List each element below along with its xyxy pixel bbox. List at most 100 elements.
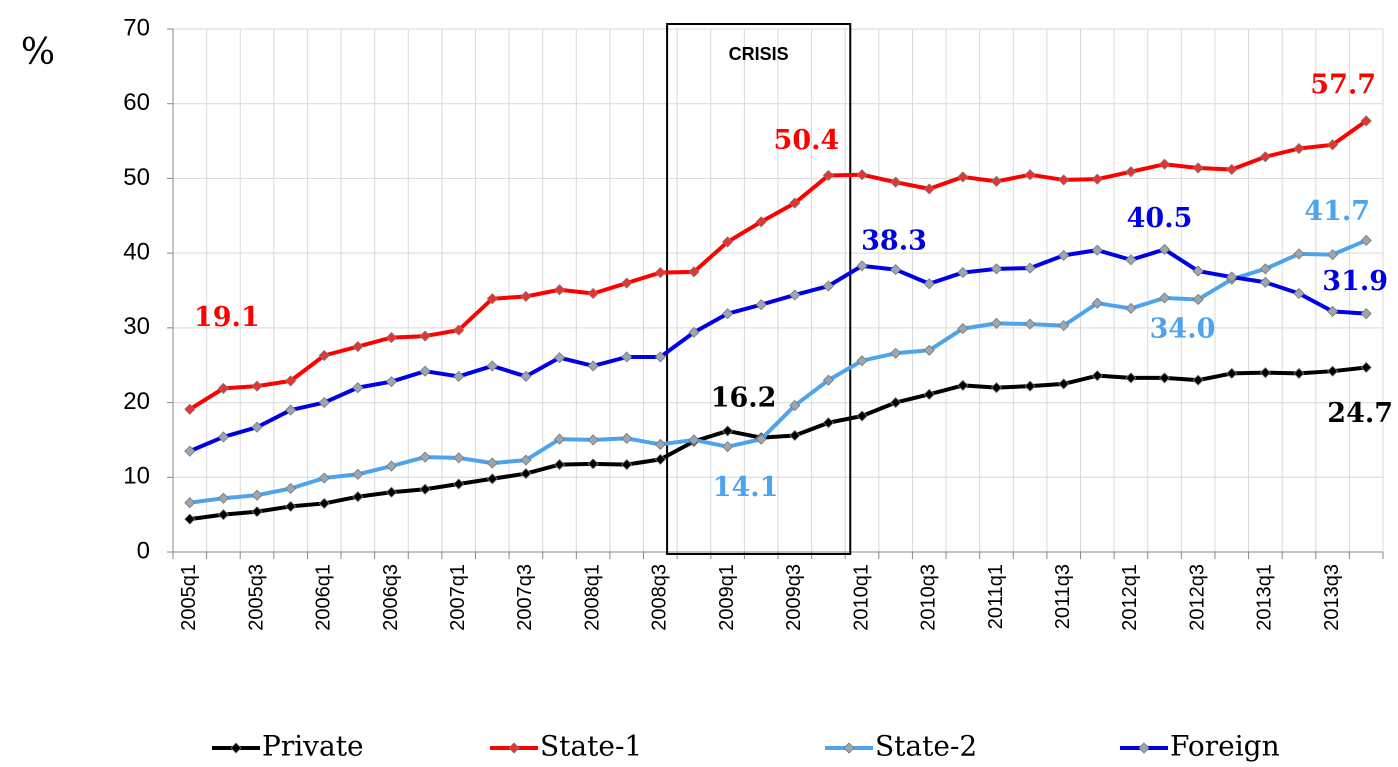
marker [722,425,734,437]
marker [621,459,633,471]
y-tick-label: 70 [123,14,150,41]
marker [553,459,566,471]
marker [352,340,364,353]
marker [352,382,364,394]
marker [587,434,599,446]
marker [1360,234,1372,247]
marker [385,332,398,344]
marker [486,293,498,305]
marker [755,216,767,228]
marker [553,284,566,296]
marker [385,376,398,388]
marker [990,382,1003,394]
marker [1192,293,1204,306]
marker [789,289,801,301]
marker [789,197,801,209]
marker [1125,372,1137,384]
x-tick-label: 2005q1 [178,564,200,631]
marker [1259,276,1271,288]
marker [486,473,498,485]
marker [553,352,566,364]
marker [890,347,902,359]
marker [285,500,297,512]
marker [1091,173,1103,185]
legend-label: Private [262,730,364,763]
marker [621,432,633,444]
marker [251,380,263,392]
marker [722,441,734,453]
x-tick-label: 2008q3 [649,564,671,631]
x-tick-label: 2005q3 [245,564,267,631]
marker [486,457,498,469]
marker [453,324,465,336]
marker [520,454,532,466]
marker [1259,263,1271,275]
marker [654,453,666,465]
marker [520,467,532,480]
marker [1058,378,1070,390]
marker [419,330,431,342]
marker [1125,166,1137,178]
data-label: 40.5 [1127,203,1193,234]
data-label: 38.3 [861,225,927,256]
marker [285,404,297,416]
x-tick-label: 2007q3 [514,564,536,631]
marker [856,260,868,272]
marker [1226,367,1238,379]
marker [1293,367,1305,379]
legend-marker [1138,742,1150,754]
marker [654,438,666,450]
x-tick-label: 2013q3 [1321,564,1343,631]
marker [654,351,666,363]
legend-label: State-1 [540,730,642,763]
marker [822,417,834,429]
marker [1024,262,1036,274]
marker [419,451,431,463]
marker [486,360,498,372]
marker [453,452,465,464]
marker [587,458,599,470]
marker [217,509,229,521]
data-label: 19.1 [194,302,260,333]
marker [1327,139,1339,151]
data-label: 41.7 [1304,196,1370,227]
marker [1360,115,1372,127]
marker [1192,265,1204,277]
marker [621,277,633,289]
marker [419,365,431,377]
marker [990,175,1003,187]
marker [217,431,229,443]
marker [1058,174,1070,186]
x-tick-label: 2011q1 [985,564,1007,629]
marker [419,483,431,495]
series-line [189,238,1367,505]
legend-label: State-2 [875,730,977,763]
marker [890,264,902,276]
y-tick-label: 30 [123,313,150,340]
data-label: 57.7 [1310,69,1376,100]
marker [1327,249,1339,261]
marker [1327,305,1339,317]
series-line [188,119,1368,411]
marker [453,370,465,382]
data-label: 34.0 [1150,313,1216,344]
marker [822,280,834,292]
data-label: 31.9 [1322,266,1388,297]
marker [1226,163,1238,176]
x-tick-label: 2006q1 [313,564,335,631]
y-tick-label: 50 [123,164,150,191]
x-tick-label: 2006q3 [380,564,402,631]
marker [318,397,330,409]
data-label: 14.1 [713,472,779,503]
marker [184,403,196,415]
marker [352,468,364,480]
marker [1259,367,1271,379]
marker [1158,372,1171,384]
marker [990,263,1003,275]
marker [923,278,935,290]
data-label: 24.7 [1327,398,1393,429]
marker [217,382,229,394]
x-tick-label: 2009q3 [783,564,805,631]
legend-label: Foreign [1170,730,1280,763]
x-tick-label: 2013q1 [1254,564,1276,631]
